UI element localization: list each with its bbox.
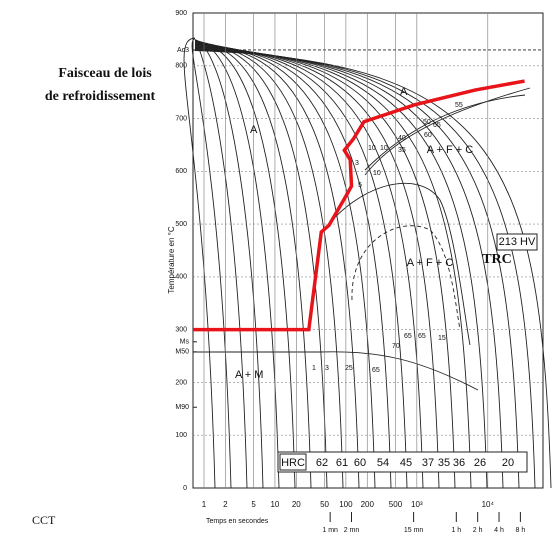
time-tick-label: 8 h	[516, 527, 526, 534]
curve-label: 65	[404, 333, 412, 340]
y-tick-label: 700	[175, 115, 187, 122]
hrc-box	[277, 451, 528, 473]
y-tick-label: 400	[175, 274, 187, 281]
hrc-label: HRC	[281, 457, 305, 469]
annotation: de refroidissement	[45, 89, 156, 104]
y-tick-label: 500	[175, 221, 187, 228]
transformation-curve	[364, 87, 531, 176]
curve-label: 65	[372, 367, 380, 374]
hrc-value: 54	[377, 457, 389, 469]
cooling-curve	[194, 50, 552, 489]
time-tick-label: 2 h	[473, 527, 483, 534]
cooling-curve	[194, 48, 504, 489]
x-axis-label: Temps en secondes	[206, 518, 269, 525]
cooling-line	[193, 79, 525, 332]
curve-label: 70	[392, 343, 400, 350]
hrc-value: 62	[316, 457, 328, 469]
cct-label: CCT	[32, 513, 56, 527]
x-tick-label: 20	[292, 500, 301, 509]
point-tick-label: M50	[175, 349, 189, 356]
x-tick-label: 10	[270, 500, 279, 509]
hrc-label-box	[279, 453, 307, 471]
x-tick-label: 10³	[411, 500, 423, 509]
cooling-curve	[194, 42, 344, 489]
x-tick-label: 10⁴	[482, 500, 495, 509]
y-tick-label: 0	[183, 485, 187, 492]
curve-label: 65	[418, 333, 426, 340]
hv-box	[496, 233, 538, 251]
x-tick-label: 50	[320, 500, 329, 509]
y-tick-label: 300	[175, 327, 187, 334]
annotation: A + F + C	[427, 144, 474, 156]
curve-label: 65	[433, 122, 441, 129]
ms-line	[193, 351, 479, 391]
hrc-value: 26	[474, 457, 486, 469]
curve-label: 10	[373, 170, 381, 177]
curve-label: 1	[312, 365, 316, 372]
y-tick-label: 100	[175, 432, 187, 439]
y-tick-label: 800	[175, 63, 187, 70]
hrc-value: 36	[453, 457, 465, 469]
x-tick-label: 500	[389, 500, 403, 509]
curve-label: 15	[438, 335, 446, 342]
transformation-curve	[364, 94, 526, 171]
x-tick-label: 2	[223, 500, 228, 509]
annotation: TRC	[482, 252, 512, 267]
hrc-value: 35	[438, 457, 450, 469]
annotation: Faisceau de lois	[58, 66, 152, 81]
curve-label: 60	[424, 132, 432, 139]
curve-label: 5	[358, 182, 362, 189]
cooling-curve	[194, 44, 408, 489]
curve-label: 3	[355, 160, 359, 167]
curve-label: 40	[398, 135, 406, 142]
time-tick-label: 15 mn	[404, 527, 424, 534]
hrc-value: 61	[336, 457, 348, 469]
x-tick-label: 200	[361, 500, 375, 509]
y-axis-label: Température en °C	[167, 226, 176, 293]
curve-label: 3	[325, 365, 329, 372]
time-tick-label: 4 h	[494, 527, 504, 534]
transformation-curve	[319, 182, 471, 346]
cooling-curve	[183, 37, 216, 489]
hrc-value: 37	[422, 457, 434, 469]
annotation: 213 HV	[499, 236, 536, 248]
curve-label: 25	[345, 365, 353, 372]
point-tick-label: Ac3	[177, 47, 189, 54]
time-tick-label: 1 h	[451, 527, 461, 534]
curve-label: 35	[398, 147, 406, 154]
cooling-curve	[194, 39, 280, 489]
x-tick-label: 100	[339, 500, 353, 509]
cooling-curve	[194, 38, 248, 489]
curve-label: 10	[380, 145, 388, 152]
transformation-curve	[351, 225, 461, 331]
curve-label: 10	[368, 145, 376, 152]
curve-label: 55	[455, 102, 463, 109]
point-tick-label: M90	[175, 404, 189, 411]
time-tick-label: 2 mn	[344, 527, 360, 534]
annotation: A + F + C	[407, 257, 454, 269]
annotation: A	[250, 124, 258, 136]
hrc-value: 20	[502, 457, 514, 469]
y-tick-label: 600	[175, 168, 187, 175]
plot-frame	[192, 12, 544, 489]
hrc-value: 60	[354, 457, 366, 469]
time-tick-label: 1 mn	[322, 527, 338, 534]
annotation: A + M	[235, 369, 263, 381]
x-tick-label: 1	[202, 500, 207, 509]
annotation: A	[400, 86, 408, 98]
y-tick-label: 900	[175, 10, 187, 17]
cooling-curve	[194, 43, 376, 489]
hrc-value: 45	[400, 457, 412, 469]
y-tick-label: 200	[175, 379, 187, 386]
point-tick-label: Ms	[180, 339, 190, 346]
x-tick-label: 5	[251, 500, 256, 509]
curve-label: 50	[423, 119, 431, 126]
